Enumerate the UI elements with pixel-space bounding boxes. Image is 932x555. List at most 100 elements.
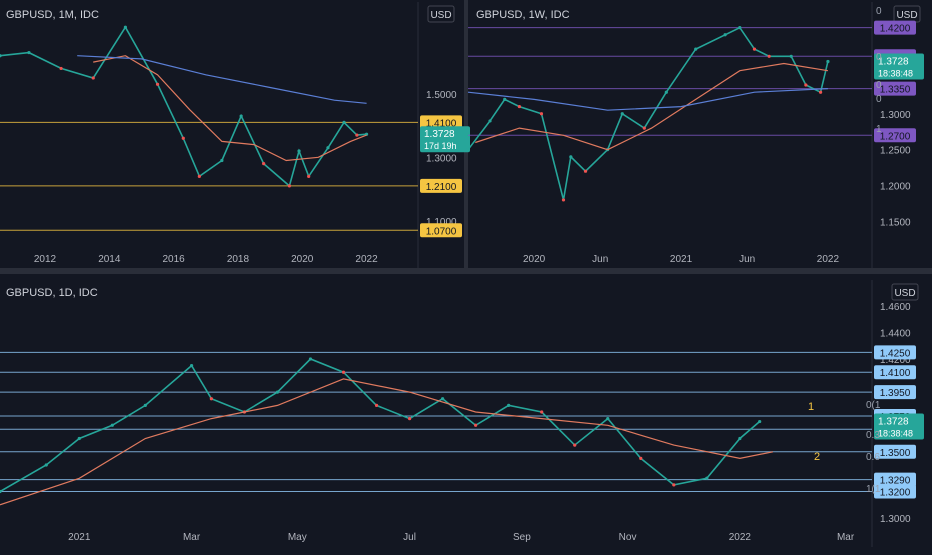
chart1-price-point-8 xyxy=(220,158,224,163)
chart3-x-tick-7: Mar xyxy=(837,532,855,543)
chart2-y-tick-0: 1.3000 xyxy=(880,110,911,121)
chart3-level-badge-6 xyxy=(874,472,916,487)
chart2-price-point-12 xyxy=(694,47,698,51)
chart3-x-tick-2: May xyxy=(288,532,307,543)
chart3-price-point-8 xyxy=(275,390,280,394)
chart3-annotation-1: 2 xyxy=(814,451,820,463)
chart3-currency: USD xyxy=(894,288,915,299)
chart3-price-point-15 xyxy=(507,403,511,407)
chart3-price-point-17 xyxy=(573,443,577,447)
chart2-price-point-4 xyxy=(539,112,544,116)
chart2-price-point-19 xyxy=(818,90,823,94)
chart3-series-price xyxy=(0,358,761,493)
chart1-level-label-0: 1.4100 xyxy=(426,118,457,129)
chart1-price-point-5 xyxy=(155,82,160,86)
chart2-fib-label-3: 0 xyxy=(876,94,882,105)
chart2-price-point-2 xyxy=(503,97,507,101)
chart3-series-ma-fast xyxy=(0,378,774,506)
chart2-price-label: 1.3728 xyxy=(878,56,909,67)
chart3-price-label: 1.3728 xyxy=(878,417,909,428)
chart3-price-point-10 xyxy=(341,370,346,374)
chart3-price-sub: 18:38:48 xyxy=(878,429,913,439)
chart2-price-point-16 xyxy=(767,54,771,58)
chart2-level-badge-0 xyxy=(874,20,916,35)
chart3-level-label-6: 1.3290 xyxy=(880,476,911,487)
chart3-fib-label-2: 0.6 xyxy=(866,452,880,463)
chart1-level-badge-1 xyxy=(420,178,462,193)
chart3-x-tick-4: Sep xyxy=(513,532,531,543)
chart1-x-tick-3: 2018 xyxy=(227,254,250,265)
chart3-price-point-13 xyxy=(441,397,445,401)
chart1-series-ma-slow xyxy=(77,55,367,104)
chart1-price-point-12 xyxy=(297,149,301,153)
chart1-price-point-11 xyxy=(287,184,291,188)
chart3-level-badge-5 xyxy=(874,444,916,459)
chart2-level-badge-3 xyxy=(874,128,916,143)
chart1-x-tick-1: 2014 xyxy=(98,254,121,265)
chart2-fib-label-2: 0 xyxy=(876,80,882,91)
chart1-price-point-2 xyxy=(59,66,63,71)
chart1-y-tick-2: 1.1000 xyxy=(426,217,457,228)
chart2-level-label-3: 1.2700 xyxy=(880,131,911,142)
chart3-price-point-2 xyxy=(77,436,81,441)
chart1-price-point-1 xyxy=(27,50,31,55)
chart1-level-badge-0 xyxy=(420,115,462,130)
chart1-price-badge xyxy=(420,126,470,153)
chart3-price-point-0 xyxy=(0,489,2,494)
chart2-x-tick-4: 2022 xyxy=(817,254,840,265)
chart3-annotation-0: 1 xyxy=(808,401,814,413)
chart2-fib-label-0: 0 xyxy=(876,6,882,17)
chart2-price-point-15 xyxy=(752,47,757,51)
chart3-price-point-9 xyxy=(308,357,313,361)
chart2-x-tick-1: Jun xyxy=(592,254,608,265)
chart1-x-tick-2: 2016 xyxy=(163,254,186,265)
chart3-y-tick-2: 1.4200 xyxy=(880,355,911,366)
chart3-level-label-5: 1.3500 xyxy=(880,448,911,459)
chart1-price-point-10 xyxy=(262,162,266,166)
chart2-currency: USD xyxy=(896,10,917,21)
chart1-price-point-6 xyxy=(181,136,185,140)
chart3-fib-label-1: 0.3 xyxy=(866,430,880,441)
chart3-x-tick-5: Nov xyxy=(619,532,637,543)
chart3-price-point-11 xyxy=(374,403,379,407)
chart3-price-point-3 xyxy=(110,423,114,427)
chart3-level-badge-7 xyxy=(874,484,916,499)
chart3-level-label-7: 1.3200 xyxy=(880,488,911,499)
chart2-x-tick-0: 2020 xyxy=(523,254,546,265)
chart3-level-badge-0 xyxy=(874,345,916,360)
chart1-price-point-3 xyxy=(91,76,95,80)
chart1-group: 1.5000 1.3000 1.1000 2012 2014 2016 2018 2020 20… xyxy=(0,2,470,268)
chart2-price-point-17 xyxy=(789,54,793,58)
chart3-y-tick-1: 1.4400 xyxy=(880,328,911,339)
chart1-price-point-7 xyxy=(197,174,201,178)
chart1-price-point-14 xyxy=(326,146,330,150)
chart2-price-point-7 xyxy=(583,169,588,173)
chart1-y-tick-0: 1.5000 xyxy=(426,90,457,101)
chart1-level-badge-2 xyxy=(420,223,462,238)
chart3-group: 1.4600 1.4400 1.4200 1.3000 2021 Mar May Jul Sep… xyxy=(0,280,924,547)
chart1-price-label: 1.3728 xyxy=(424,129,455,140)
chart3-price-point-19 xyxy=(639,456,643,460)
chart3-x-tick-6: 2022 xyxy=(729,532,752,543)
chart1-price-sub: 17d 19h xyxy=(424,141,457,151)
chart1-x-tick-4: 2020 xyxy=(291,254,314,265)
chart1-price-point-9 xyxy=(239,114,243,118)
chart3-price-point-21 xyxy=(705,476,709,480)
chart3-price-point-14 xyxy=(474,423,478,427)
chart2-price-point-10 xyxy=(642,126,646,130)
chart3-title: GBPUSD, 1D, IDC xyxy=(6,287,98,299)
chart3-y-tick-0: 1.4600 xyxy=(880,302,911,313)
chart2-level-label-0: 1.4200 xyxy=(880,24,911,35)
chart2-group: 1.3000 1.2500 1.2000 1.1500 2020 Jun 2021 Jun 20… xyxy=(466,2,924,268)
chart1-title: GBPUSD, 1M, IDC xyxy=(6,9,99,21)
chart3-level-label-1: 1.4100 xyxy=(880,368,911,379)
chart3-price-point-16 xyxy=(540,410,544,414)
chart3-price-point-1 xyxy=(44,463,48,467)
chart2-level-badge-2 xyxy=(874,81,916,96)
chart3-price-point-22 xyxy=(738,436,742,441)
chart3-price-point-4 xyxy=(143,403,147,407)
chart1-level-label-2: 1.0700 xyxy=(426,226,457,237)
